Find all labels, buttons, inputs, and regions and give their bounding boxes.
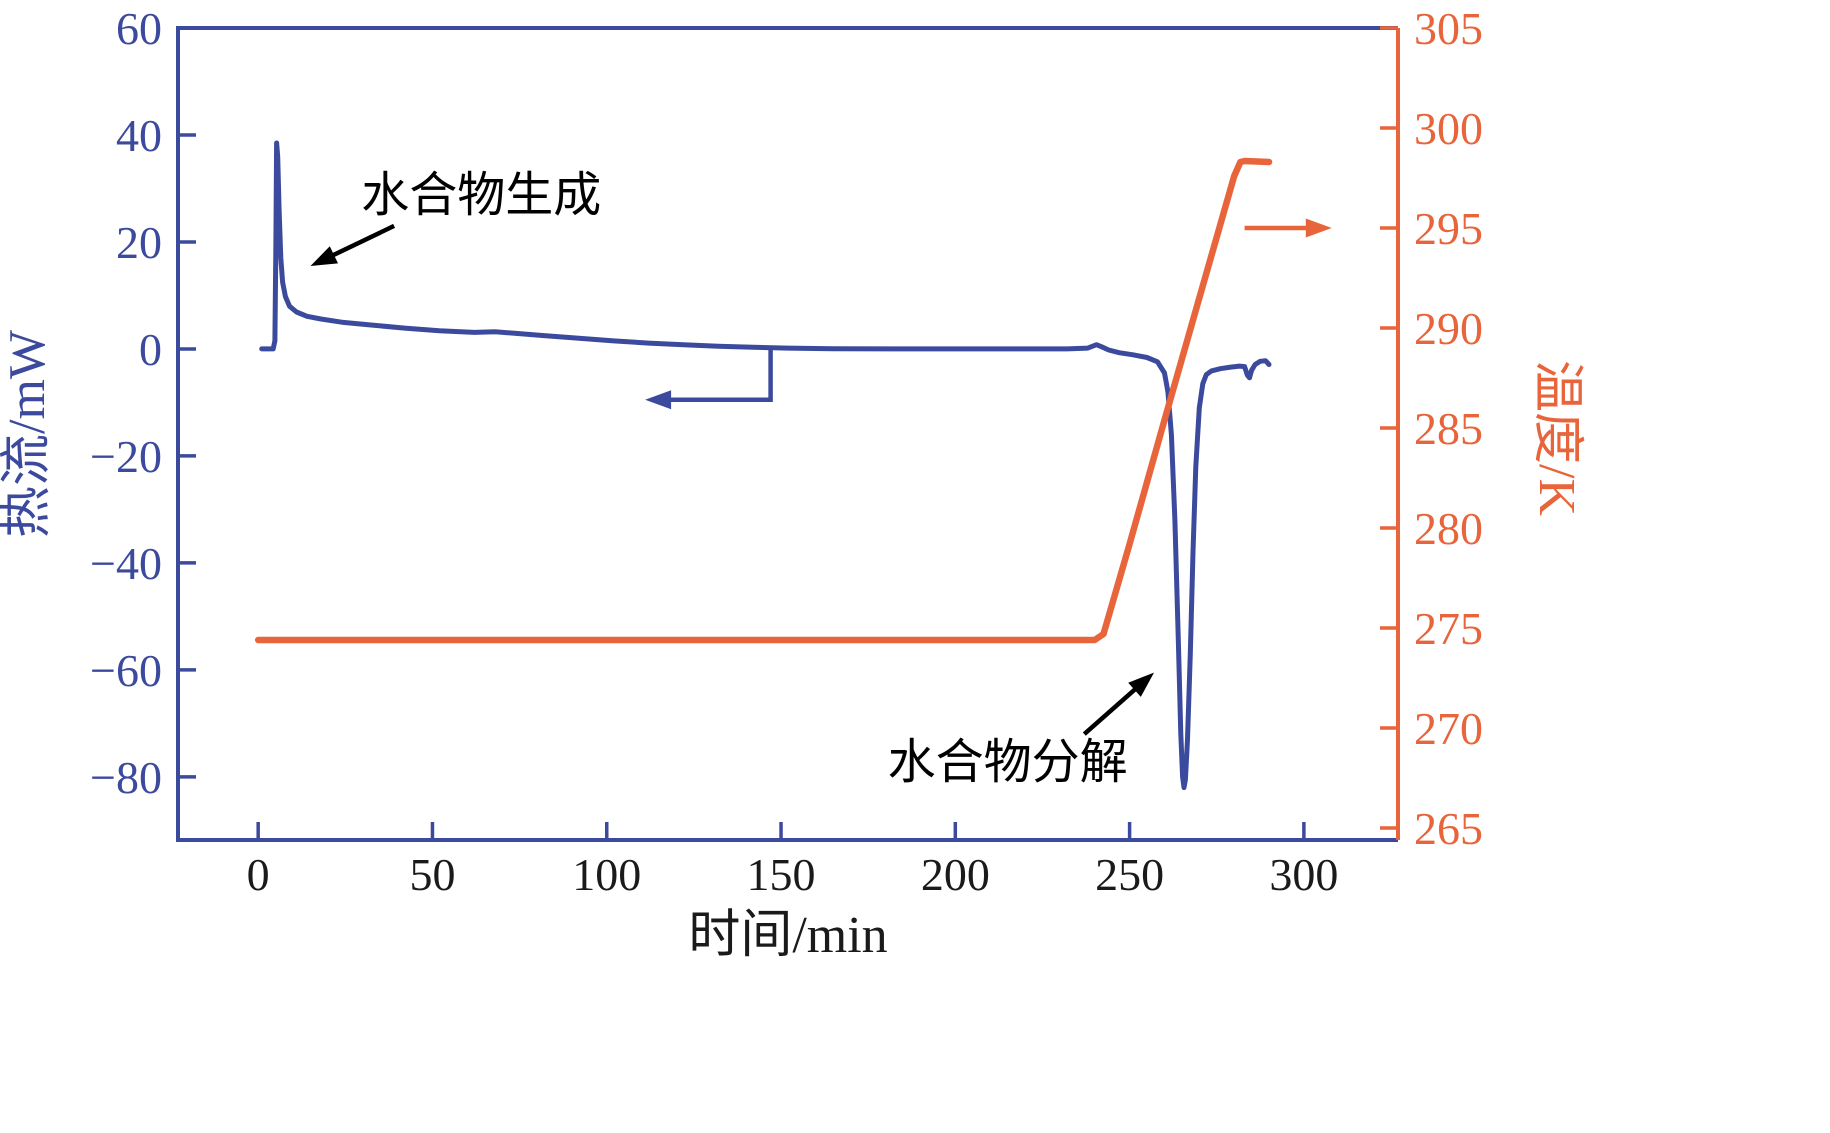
y-left-tick-label: 60 bbox=[116, 3, 162, 54]
y-left-tick-label: 40 bbox=[116, 110, 162, 161]
x-tick-label: 50 bbox=[409, 849, 455, 900]
right-axis-pointer-head bbox=[1305, 218, 1332, 238]
y-right-tick-label: 280 bbox=[1414, 503, 1483, 554]
hydrate-decomposition-label: 水合物分解 bbox=[888, 736, 1128, 789]
x-tick-label: 300 bbox=[1269, 849, 1338, 900]
y-right-tick-label: 305 bbox=[1414, 3, 1483, 54]
y-right-tick-label: 275 bbox=[1414, 603, 1483, 654]
x-tick-label: 150 bbox=[747, 849, 816, 900]
y-right-tick-label: 290 bbox=[1414, 303, 1483, 354]
left-axis-pointer bbox=[665, 348, 773, 403]
y-right-tick-label: 295 bbox=[1414, 203, 1483, 254]
y-left-tick-label: −40 bbox=[90, 538, 162, 589]
hydrate-formation-label: 水合物生成 bbox=[361, 169, 601, 222]
y-left-axis-title: 热流/mW bbox=[0, 330, 56, 538]
x-tick-label: 200 bbox=[921, 849, 990, 900]
y-left-tick-label: 0 bbox=[139, 324, 162, 375]
y-right-tick-label: 285 bbox=[1414, 403, 1483, 454]
hydrate-formation-arrow bbox=[327, 223, 396, 260]
plot-frame bbox=[176, 26, 1398, 842]
chart-generated-layer: 0 50 100 150 200 250 3006040200−20−40−60−80305… bbox=[90, 3, 1483, 900]
y-right-axis-title: 温度/K bbox=[1528, 360, 1585, 516]
left-axis-pointer-head bbox=[645, 390, 672, 410]
hydrate-decomposition-arrow-head bbox=[1128, 672, 1154, 697]
hydrate-decomposition-arrow bbox=[1082, 684, 1141, 736]
y-left-tick-label: 20 bbox=[116, 217, 162, 268]
y-right-tick-label: 300 bbox=[1414, 103, 1483, 154]
series-heat-flow bbox=[259, 140, 1272, 791]
y-left-tick-label: −60 bbox=[90, 645, 162, 696]
series-temperature bbox=[254, 157, 1273, 644]
x-tick-label: 100 bbox=[572, 849, 641, 900]
x-axis-title: 时间/min bbox=[688, 907, 887, 964]
x-tick-label: 250 bbox=[1095, 849, 1164, 900]
y-right-tick-label: 270 bbox=[1414, 703, 1483, 754]
x-tick-label: 0 bbox=[247, 849, 270, 900]
y-left-tick-label: −20 bbox=[90, 431, 162, 482]
y-left-tick-label: −80 bbox=[90, 752, 162, 803]
hydrate-formation-arrow-head bbox=[310, 246, 338, 266]
y-right-tick-label: 265 bbox=[1414, 803, 1483, 854]
